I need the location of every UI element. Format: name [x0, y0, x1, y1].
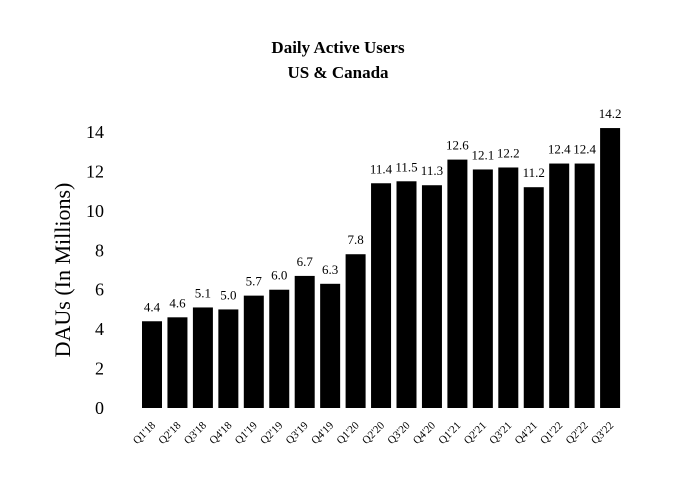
x-tick-label: Q4'21 — [513, 420, 540, 447]
y-tick-label: 12 — [86, 161, 104, 181]
y-tick-label: 6 — [95, 280, 104, 300]
y-tick-label: 2 — [95, 359, 104, 379]
bar-value-label: 4.4 — [144, 299, 161, 314]
bar-value-label: 12.4 — [573, 142, 596, 157]
bar — [600, 128, 621, 409]
bar — [498, 167, 519, 408]
x-tick-label: Q1'20 — [335, 419, 363, 447]
bar — [574, 163, 595, 408]
bar-value-label: 6.3 — [322, 262, 338, 277]
x-tick-label: Q2'18 — [156, 419, 184, 447]
bar — [421, 185, 442, 408]
bar — [371, 183, 392, 408]
bar — [142, 321, 162, 408]
bar-value-label: 12.4 — [548, 142, 571, 157]
bar-value-label: 6.7 — [297, 254, 314, 269]
bar-value-label: 12.2 — [497, 145, 520, 160]
bar — [167, 317, 188, 408]
bar-value-label: 5.0 — [220, 287, 236, 302]
x-tick-label: Q4'20 — [411, 419, 439, 447]
x-axis-ticks: Q1'18Q2'18Q3'18Q4'18Q1'19Q2'19Q3'19Q4'19… — [131, 419, 616, 447]
y-tick-label: 0 — [95, 398, 104, 418]
x-tick-label: Q1'18 — [131, 419, 159, 447]
x-tick-label: Q4'18 — [207, 419, 235, 447]
bar — [192, 307, 213, 408]
bar — [549, 163, 570, 408]
bar — [472, 169, 493, 408]
x-tick-label: Q3'19 — [284, 419, 312, 447]
x-tick-label: Q1'19 — [233, 419, 261, 447]
x-tick-label: Q2'20 — [360, 419, 388, 447]
bars-group — [142, 128, 621, 409]
x-tick-label: Q1'22 — [538, 420, 565, 447]
x-tick-label: Q2'21 — [462, 420, 489, 447]
bar-value-label: 12.1 — [471, 147, 494, 162]
bar — [243, 295, 264, 408]
bar-value-label: 12.6 — [446, 138, 469, 153]
bar-value-label: 4.6 — [169, 295, 186, 310]
bar-value-label: 5.7 — [246, 274, 263, 289]
x-tick-label: Q3'22 — [589, 420, 616, 447]
bar-value-label: 11.5 — [395, 159, 417, 174]
bar — [396, 181, 417, 408]
bar — [294, 275, 315, 408]
bar-value-label: 11.2 — [523, 165, 545, 180]
y-axis-ticks: 0 2 4 6 8 10 12 14 — [86, 122, 104, 418]
x-tick-label: Q2'22 — [564, 420, 591, 447]
y-tick-label: 8 — [95, 240, 104, 260]
x-tick-label: Q3'20 — [385, 419, 413, 447]
chart-title: Daily Active Users — [271, 38, 405, 57]
y-tick-label: 14 — [86, 122, 104, 142]
bar — [320, 283, 341, 408]
y-axis-label: DAUs (In Millions) — [50, 183, 75, 358]
bar-value-label: 11.4 — [370, 161, 393, 176]
x-tick-label: Q3'18 — [182, 419, 210, 447]
bar-value-label: 6.0 — [271, 268, 287, 283]
chart-subtitle: US & Canada — [287, 63, 389, 82]
x-tick-label: Q4'19 — [309, 419, 337, 447]
bar — [523, 187, 544, 408]
y-tick-label: 10 — [86, 201, 104, 221]
bar — [345, 254, 366, 408]
value-labels-group: 4.4 4.65.1 5.05.7 6.06.76.37.811.4 11.5 11.31… — [144, 106, 622, 314]
x-tick-label: Q1'21 — [436, 420, 463, 447]
bar-value-label: 14.2 — [599, 106, 622, 121]
bar-value-label: 7.8 — [347, 232, 363, 247]
y-tick-label: 4 — [95, 319, 104, 339]
bar — [447, 159, 468, 408]
x-tick-label: Q2'19 — [258, 419, 286, 447]
bar-value-label: 11.3 — [421, 163, 443, 178]
bar — [218, 309, 239, 408]
x-tick-label: Q3'21 — [487, 420, 514, 447]
bar-value-label: 5.1 — [195, 285, 211, 300]
bar — [269, 289, 290, 408]
